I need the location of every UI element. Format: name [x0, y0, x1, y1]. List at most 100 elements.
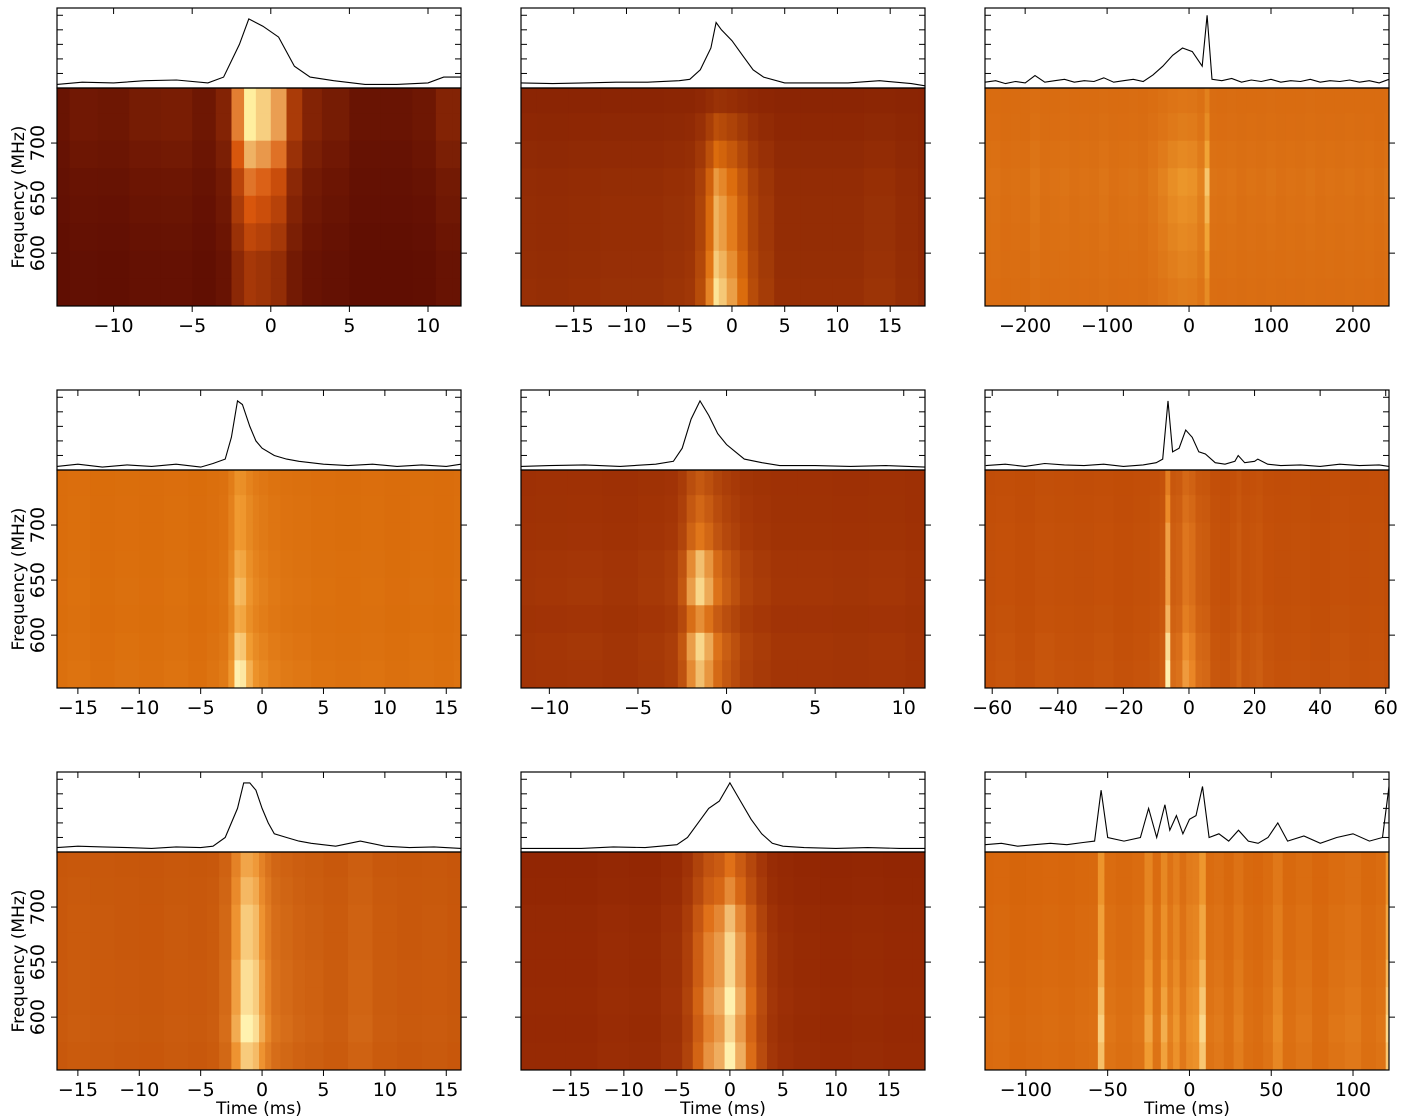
- heatmap-cell: [692, 852, 704, 878]
- heatmap-cell: [1361, 1041, 1377, 1070]
- heatmap-cell: [722, 659, 732, 688]
- heatmap-cell: [832, 167, 865, 196]
- heatmap-cell: [163, 470, 189, 496]
- heatmap-cell: [684, 167, 696, 196]
- heatmap-cell: [231, 876, 241, 905]
- heatmap-cell: [114, 632, 140, 661]
- heatmap-cell: [90, 577, 116, 606]
- heatmap-cell: [1344, 904, 1362, 933]
- heatmap-cell: [139, 986, 165, 1015]
- heatmap-cell: [349, 112, 382, 141]
- heatmap-cell: [1159, 632, 1166, 661]
- heatmap-cell: [246, 604, 254, 633]
- heatmap-cell: [713, 195, 720, 224]
- heatmap-cell: [271, 1014, 281, 1043]
- heatmap-cell: [868, 494, 906, 523]
- heatmap-cell: [1236, 88, 1247, 114]
- heatmap-cell: [1177, 140, 1188, 169]
- heatmap-cell: [1375, 1041, 1387, 1070]
- heatmap-cell: [265, 852, 272, 878]
- heatmap-cell: [535, 577, 568, 606]
- heatmap-cell: [686, 632, 696, 661]
- heatmap-cell: [1369, 659, 1385, 688]
- heatmap-cell: [1220, 549, 1231, 578]
- heatmap-cell: [1220, 604, 1231, 633]
- heatmap-cell: [1295, 88, 1306, 114]
- x-tick-label: −10: [119, 1079, 159, 1101]
- heatmap-cell: [1282, 904, 1297, 933]
- heatmap-cell: [1192, 1041, 1200, 1070]
- heatmap-cell: [1133, 659, 1151, 688]
- heatmap-cell: [797, 549, 834, 578]
- heatmap-cell: [985, 277, 991, 306]
- heatmap-cell: [1272, 959, 1284, 988]
- heatmap-cell: [758, 195, 775, 224]
- heatmap-cell: [631, 140, 664, 169]
- x-tick-label: −40: [1038, 697, 1078, 719]
- heatmap-cell: [1034, 604, 1055, 633]
- heatmap-cell: [163, 522, 189, 551]
- heatmap-cell: [1344, 277, 1355, 306]
- heatmap-cell: [259, 1014, 266, 1043]
- heatmap-cell: [231, 167, 245, 196]
- heatmap-cell: [1290, 659, 1311, 688]
- heatmap-cell: [280, 549, 294, 578]
- heatmap-cell: [1118, 222, 1129, 251]
- heatmap-cell: [57, 1014, 68, 1043]
- heatmap-cell: [1093, 522, 1114, 551]
- heatmap-cell: [1074, 931, 1090, 960]
- heatmap-cell: [69, 195, 99, 224]
- heatmap-cell: [637, 604, 665, 633]
- heatmap-cell: [1197, 195, 1206, 224]
- heatmap-cell: [713, 577, 723, 606]
- heatmap-cell: [756, 931, 768, 960]
- x-tick-label: 10: [416, 315, 440, 337]
- heatmap-cell: [567, 470, 603, 496]
- heatmap-cell: [57, 986, 68, 1015]
- heatmap-cell: [1074, 959, 1090, 988]
- heatmap-cell: [397, 1041, 423, 1070]
- heatmap-cell: [67, 522, 91, 551]
- heatmap-cell: [704, 659, 714, 688]
- heatmap-cell: [1187, 167, 1198, 196]
- heatmap-cell: [1385, 876, 1389, 905]
- heatmap-cell: [1059, 88, 1070, 114]
- heatmap-cell: [863, 222, 896, 251]
- profile-frame: [520, 7, 926, 89]
- heatmap-cell: [1295, 167, 1306, 196]
- y-tick-label: 700: [27, 507, 49, 543]
- heatmap-cell: [139, 931, 165, 960]
- heatmap-cell: [228, 470, 235, 496]
- x-tick-label: −5: [187, 1079, 215, 1101]
- heatmap-cell: [664, 577, 679, 606]
- heatmap-cell: [228, 577, 235, 606]
- heatmap-cell: [1009, 876, 1027, 905]
- heatmap-cell: [1034, 470, 1055, 496]
- heatmap-cell: [1199, 1014, 1207, 1043]
- heatmap-cell: [1059, 195, 1070, 224]
- heatmap-cell: [271, 1041, 281, 1070]
- x-tick-label: 15: [434, 1079, 458, 1101]
- heatmap-cell: [726, 250, 738, 279]
- heatmap-cell: [421, 1041, 448, 1070]
- heatmap-cell: [255, 195, 272, 224]
- heatmap-cell: [521, 632, 536, 661]
- heatmap-cell: [360, 494, 386, 523]
- heatmap-cell: [397, 959, 423, 988]
- heatmap-cell: [1204, 277, 1210, 306]
- heatmap-cell: [758, 112, 775, 141]
- heatmap-cell: [1157, 195, 1169, 224]
- heatmap-cell: [323, 931, 349, 960]
- heatmap-cell: [1192, 904, 1200, 933]
- heatmap-cell: [1115, 1041, 1133, 1070]
- heatmap-cell: [280, 986, 294, 1015]
- heatmap-cell: [372, 959, 398, 988]
- heatmap-cell: [686, 522, 696, 551]
- heatmap-cell: [1349, 549, 1370, 578]
- heatmap-cell: [412, 112, 437, 141]
- heatmap-cell: [1275, 88, 1287, 114]
- heatmap-cell: [1195, 659, 1203, 688]
- heatmap-cell: [863, 167, 896, 196]
- heatmap-cell: [1199, 852, 1207, 878]
- heatmap-cell: [1272, 876, 1284, 905]
